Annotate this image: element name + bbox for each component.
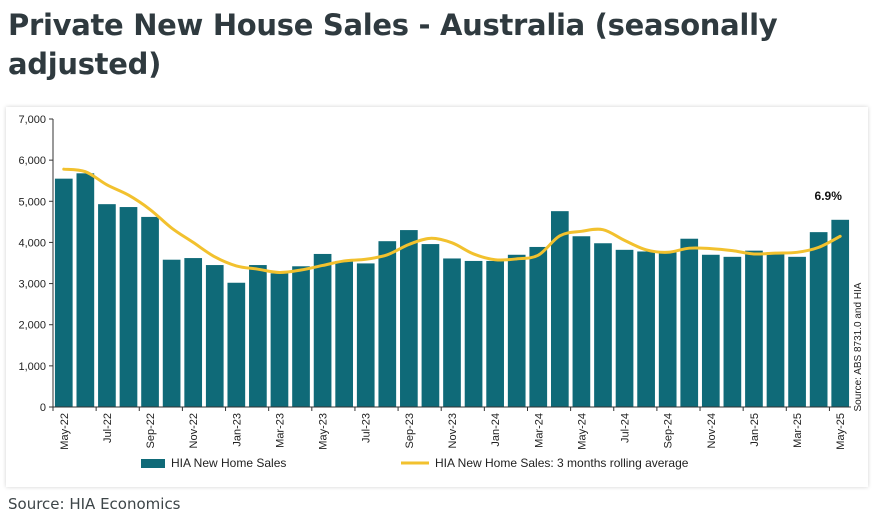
bar xyxy=(507,254,526,407)
bar xyxy=(400,230,418,407)
y-tick-label: 1,000 xyxy=(18,361,46,373)
chart-source-note: Source: ABS 8731.0 and HIA xyxy=(853,282,864,411)
x-tick-label: Jul-23 xyxy=(361,413,373,443)
bar xyxy=(658,251,677,407)
bar xyxy=(98,204,116,407)
bar xyxy=(249,265,267,407)
y-tick-label: 6,000 xyxy=(18,155,46,167)
y-tick-label: 3,000 xyxy=(18,279,46,291)
bar xyxy=(723,256,742,407)
x-tick-label: Sep-22 xyxy=(145,413,157,448)
x-tick-label: Jul-24 xyxy=(620,413,632,443)
bar xyxy=(227,282,246,407)
bar xyxy=(572,236,591,407)
rolling-average-line xyxy=(62,167,842,274)
source-note: Source: HIA Economics xyxy=(8,495,181,513)
bar xyxy=(766,252,785,407)
bar xyxy=(76,173,95,407)
bar xyxy=(550,211,569,407)
x-tick-label: May-23 xyxy=(318,413,330,450)
bar xyxy=(356,263,375,407)
bar xyxy=(421,244,440,407)
y-tick-label: 5,000 xyxy=(18,196,46,208)
bar xyxy=(831,219,850,407)
bar xyxy=(313,253,332,407)
bar xyxy=(486,260,504,407)
x-tick-label: Sep-23 xyxy=(404,413,416,448)
bar xyxy=(529,246,548,407)
page-title: Private New House Sales - Australia (sea… xyxy=(8,8,778,81)
x-tick-label: Nov-22 xyxy=(188,413,200,448)
x-tick-label: Jan-23 xyxy=(231,413,243,447)
legend-label-bars: HIA New Home Sales xyxy=(171,456,286,470)
chart-panel: 0 1,000 2,000 3,000 4,000 5,000 6,000 7,000 May-… xyxy=(6,107,868,487)
bar xyxy=(615,249,634,407)
bar xyxy=(464,260,483,407)
x-tick-label: May-25 xyxy=(835,413,847,450)
x-tick-label: Jul-22 xyxy=(102,413,114,443)
y-tick-label: 7,000 xyxy=(18,114,46,126)
x-tick-label: Mar-24 xyxy=(533,413,545,448)
bar xyxy=(443,258,461,407)
x-tick-label: Mar-25 xyxy=(792,413,804,448)
y-tick-label: 0 xyxy=(40,402,46,414)
bar xyxy=(184,258,203,407)
legend-swatch-bars xyxy=(141,459,165,468)
y-tick-label: 4,000 xyxy=(18,237,46,249)
bar xyxy=(637,251,655,407)
bar xyxy=(335,260,354,407)
bar xyxy=(162,259,181,407)
bar xyxy=(54,178,73,407)
legend-label-line: HIA New Home Sales: 3 months rolling ave… xyxy=(435,456,689,470)
bar xyxy=(378,241,397,407)
x-tick-label: Jan-24 xyxy=(490,413,502,447)
x-tick-label: May-22 xyxy=(59,413,71,450)
y-tick-label: 2,000 xyxy=(18,320,46,332)
bar xyxy=(594,243,612,407)
house-sales-chart: 0 1,000 2,000 3,000 4,000 5,000 6,000 7,000 May-… xyxy=(18,114,864,470)
x-tick-label: Jan-25 xyxy=(749,413,761,447)
x-tick-label: Nov-24 xyxy=(706,413,718,448)
x-tick-label: Sep-24 xyxy=(663,413,675,448)
bar xyxy=(745,250,763,407)
bar xyxy=(292,266,310,407)
bar xyxy=(809,232,828,407)
bar xyxy=(141,216,159,407)
bar xyxy=(205,265,224,407)
x-tick-label: May-24 xyxy=(576,413,588,450)
bar xyxy=(788,256,806,407)
x-tick-label: Nov-23 xyxy=(447,413,459,448)
bar xyxy=(270,273,289,407)
bar xyxy=(680,238,699,407)
bar xyxy=(119,207,138,407)
x-tick-label: Mar-23 xyxy=(274,413,286,448)
bar xyxy=(701,254,720,407)
change-annotation: 6.9% xyxy=(815,189,843,203)
